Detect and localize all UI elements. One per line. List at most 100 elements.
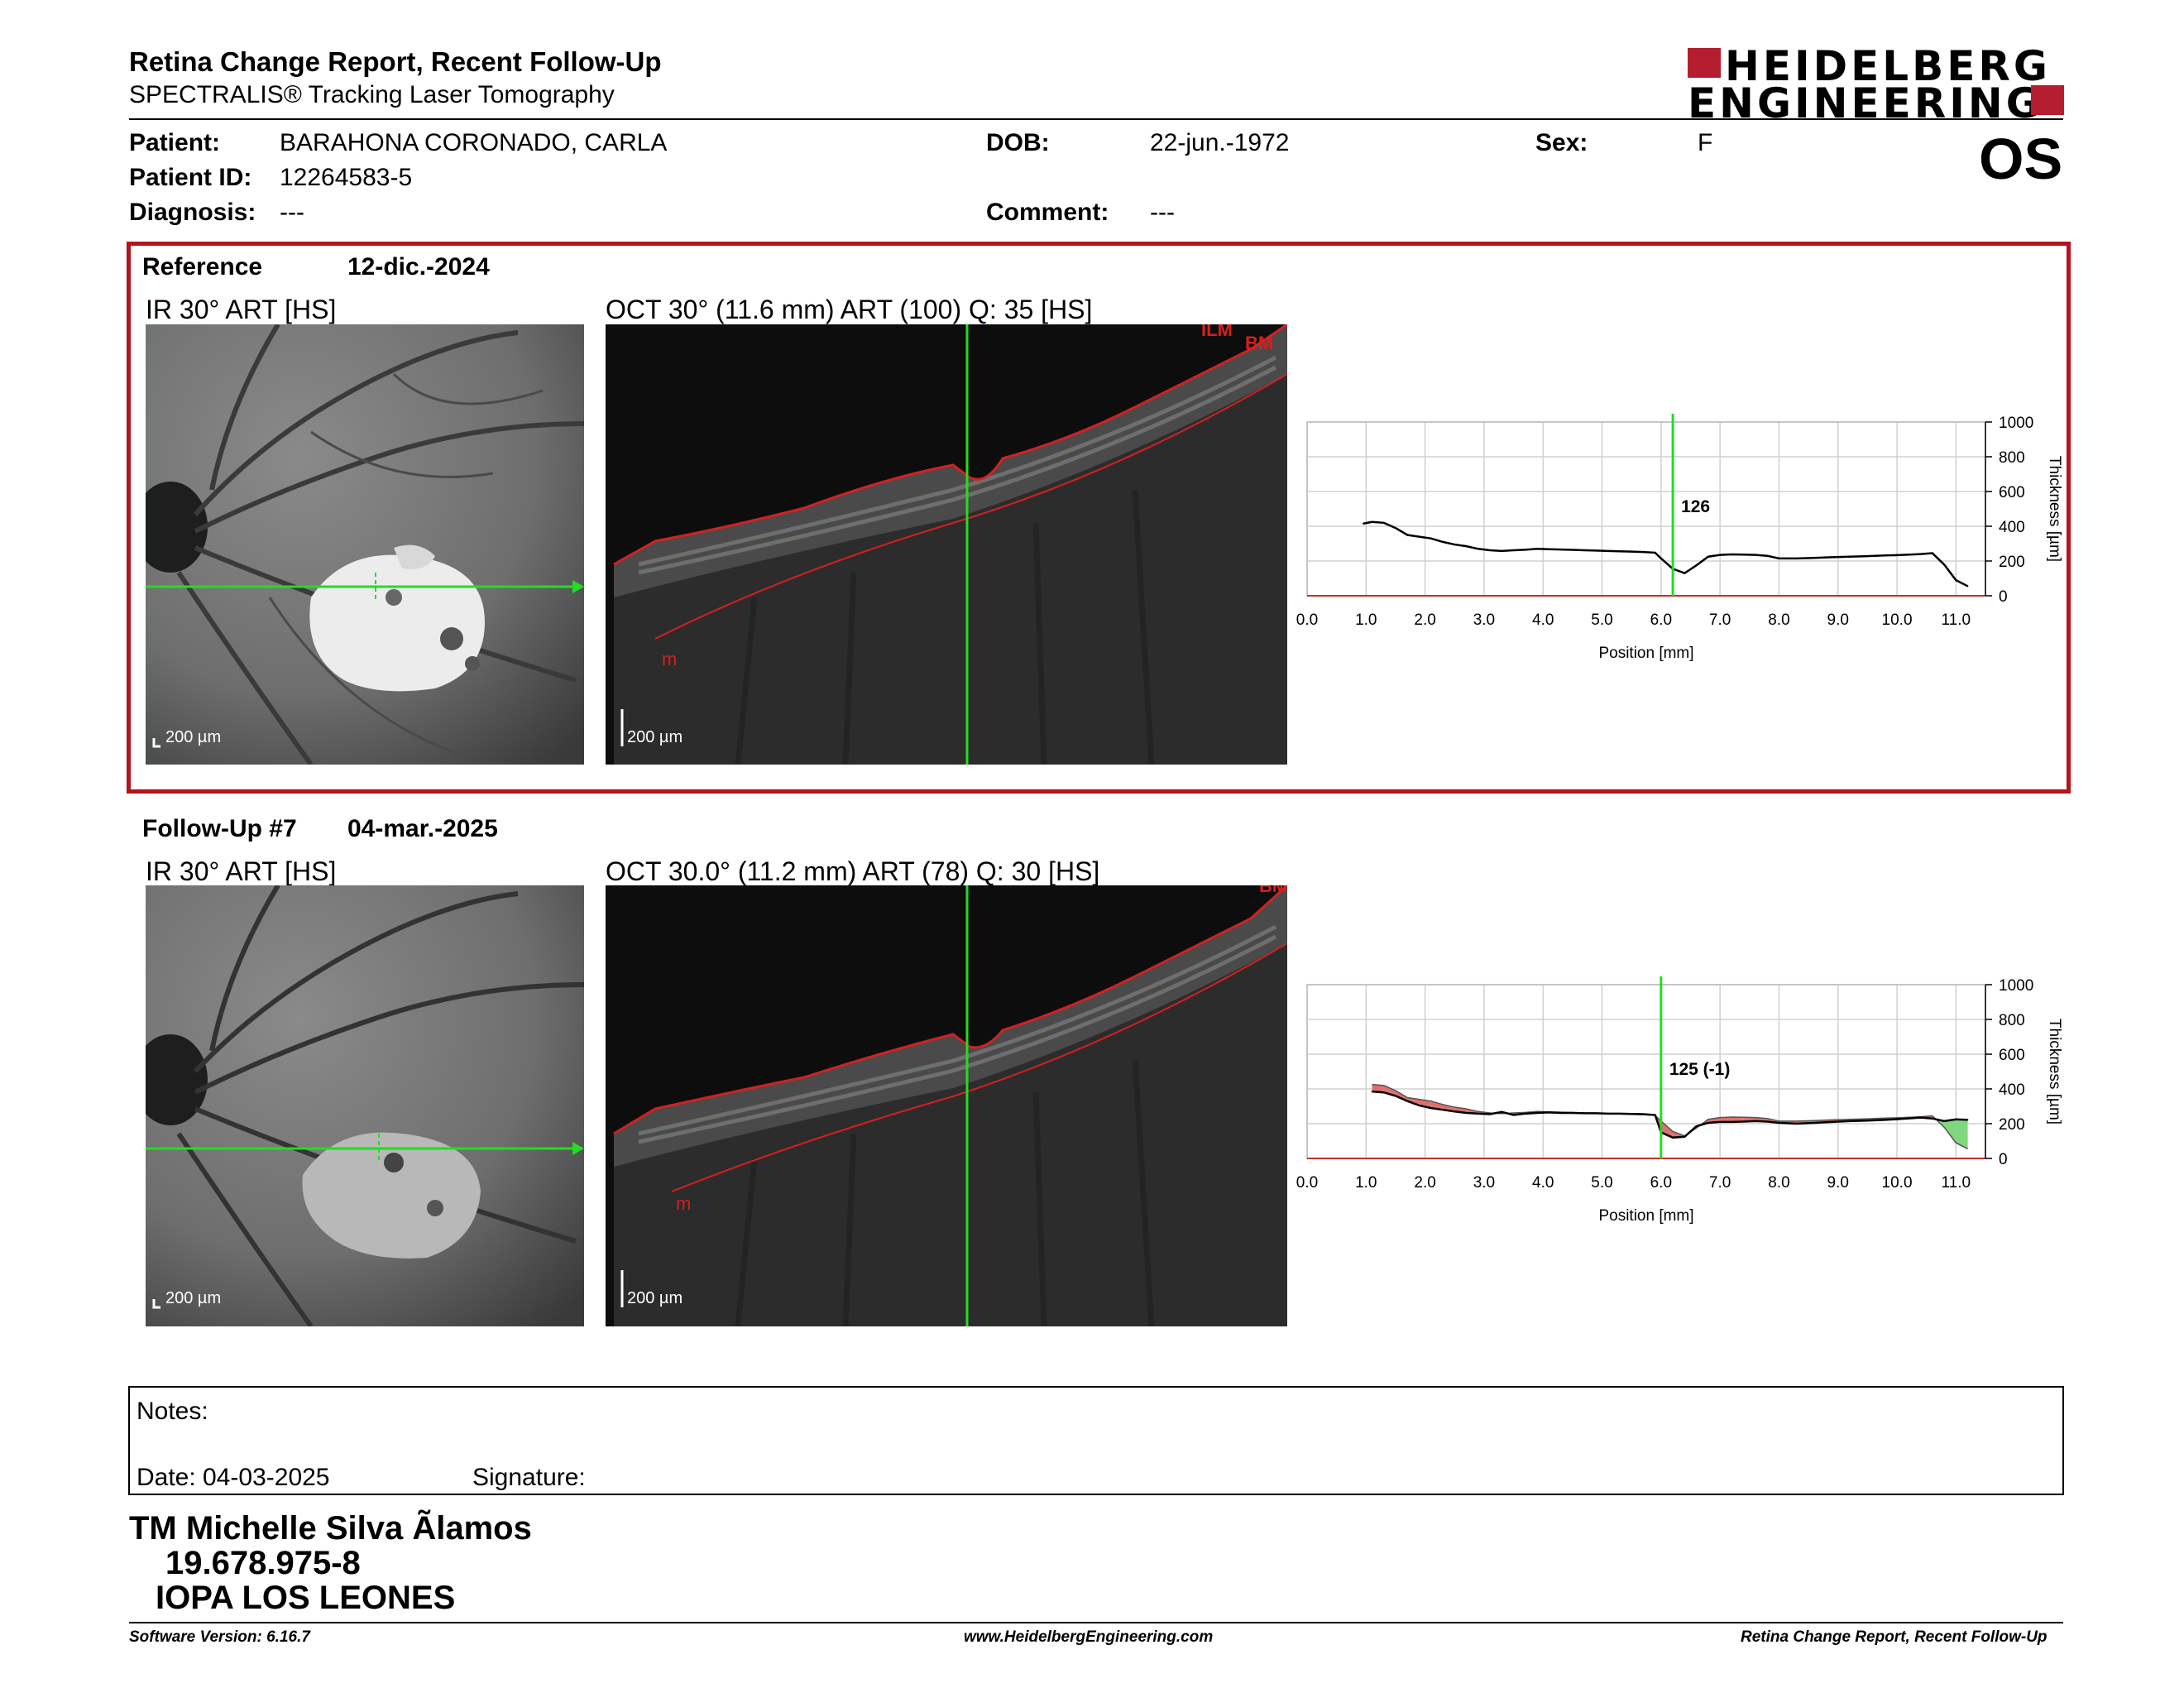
followup-chart-difference-area [1395, 1091, 1408, 1101]
reference-chart-data-point [1477, 548, 1479, 550]
reference-oct-marker: m [662, 649, 677, 669]
reference-oct-scale: 200 µm [627, 728, 683, 746]
reference-chart-data-point [1583, 549, 1585, 551]
reference-chart-data-point [1919, 553, 1922, 555]
reference-chart-plot-frame [1306, 421, 1986, 597]
followup-oct-image: BM m 200 µm [606, 885, 1287, 1326]
followup-chart-data-point [1572, 1112, 1573, 1114]
followup-chart-data-point [1465, 1112, 1468, 1114]
followup-chart-data-point [1866, 1120, 1869, 1122]
signature-name: TM Michelle Silva Ãlamos [129, 1510, 532, 1547]
reference-panel [127, 242, 2071, 794]
reference-oct-layer-top: ILM [1201, 324, 1233, 340]
footer-report-name: Retina Change Report, Recent Follow-Up [1741, 1628, 2048, 1646]
reference-chart-data-point [1631, 550, 1632, 553]
followup-oct-layer-top: BM [1259, 885, 1287, 896]
reference-chart-data-point [1813, 557, 1816, 559]
reference-chart-data-point [1707, 555, 1709, 558]
logo-square-bottom [2031, 85, 2064, 115]
followup-chart-data-point [1919, 1116, 1922, 1119]
followup-chart-data-point [1684, 1135, 1686, 1138]
reference-chart-data-point [1766, 554, 1768, 557]
reference-chart-data-point [1489, 549, 1491, 551]
followup-chart-data-point [1932, 1117, 1933, 1120]
reference-chart-data-point [1595, 549, 1597, 552]
followup-chart-data-point [1642, 1113, 1645, 1115]
reference-chart-data-point [1418, 535, 1420, 538]
patient-label: Patient: [129, 129, 221, 156]
reference-chart-x-tick-label: 9.0 [1827, 611, 1849, 629]
reference-chart-data-point [1866, 555, 1869, 557]
followup-chart-x-tick-label: 3.0 [1473, 1174, 1495, 1192]
notes-label: Notes: [136, 1398, 208, 1425]
followup-chart-x-tick-label: 8.0 [1768, 1174, 1789, 1192]
reference-chart-x-axis-label: Position [mm] [1598, 645, 1693, 662]
reference-chart-y-tick-label: 0 [1999, 588, 2008, 606]
followup-chart-data-point [1884, 1119, 1886, 1121]
followup-chart-y-axis-label: Thickness [µm] [2046, 1019, 2063, 1125]
followup-chart-data-point [1695, 1125, 1698, 1127]
reference-oct-title: OCT 30° (11.6 mm) ART (100) Q: 35 [HS] [606, 295, 1093, 324]
followup-chart-data-point [1672, 1137, 1674, 1139]
followup-chart-data-point [1477, 1113, 1479, 1115]
followup-chart-data-point [1766, 1120, 1768, 1123]
reference-chart-data-point [1371, 520, 1373, 523]
followup-chart-data-point [1548, 1111, 1550, 1114]
patient-id: 12264583-5 [280, 164, 413, 191]
followup-chart-difference-area [1944, 1119, 1956, 1144]
reference-oct-layer-bottom: BM [1245, 333, 1273, 353]
reference-chart-data-point [1465, 545, 1468, 547]
followup-chart-data-point [1454, 1110, 1456, 1113]
reference-chart-data-point [1382, 522, 1385, 524]
followup-chart-data-point [1849, 1120, 1851, 1122]
reference-date: 12-dic.-2024 [347, 253, 490, 281]
followup-chart-difference-area [1956, 1119, 1968, 1149]
diagnosis-value: --- [280, 199, 304, 226]
followup-chart-x-tick-label: 7.0 [1709, 1174, 1731, 1192]
followup-date: 04-mar.-2025 [347, 815, 498, 842]
reference-chart-x-tick-label: 5.0 [1591, 611, 1612, 629]
followup-chart-x-tick-label: 11.0 [1942, 1174, 1971, 1192]
reference-chart-data-point [1849, 555, 1851, 558]
followup-chart-x-tick-label: 6.0 [1650, 1174, 1672, 1192]
notes-box: Notes: Date: 04-03-2025 Signature: [128, 1386, 2064, 1495]
notes-date: Date: 04-03-2025 [136, 1464, 330, 1491]
followup-chart-y-tick-label: 200 [1999, 1116, 2025, 1134]
followup-chart-data-point [1778, 1122, 1780, 1124]
followup-oct-scale: 200 µm [627, 1289, 683, 1307]
reference-chart-data-point [1607, 550, 1609, 552]
header-divider [129, 118, 2063, 120]
reference-chart-data-point [1395, 527, 1396, 529]
followup-label: Follow-Up #7 [142, 815, 297, 842]
reference-chart-data-point [1684, 572, 1686, 574]
followup-chart-y-tick-label: 400 [1999, 1081, 2025, 1099]
reference-chart-data-point [1642, 551, 1645, 553]
patient-name: BARAHONA CORONADO, CARLA [280, 129, 668, 156]
followup-chart-x-tick-label: 4.0 [1532, 1174, 1554, 1192]
followup-chart-data-point [1371, 1091, 1373, 1092]
followup-chart-x-tick-label: 0.0 [1296, 1174, 1318, 1192]
followup-chart-data-point [1731, 1121, 1733, 1123]
followup-chart-data-point [1707, 1122, 1709, 1124]
reference-chart-data-point [1742, 554, 1745, 556]
followup-chart-x-tick-label: 1.0 [1355, 1174, 1377, 1192]
reference-label: Reference [142, 253, 263, 281]
followup-chart-data-point [1501, 1110, 1503, 1113]
dob-label: DOB: [986, 129, 1050, 156]
patient-id-label: Patient ID: [129, 164, 252, 191]
followup-chart-y-tick-label: 1000 [1999, 977, 2033, 995]
reference-chart-data-point [1525, 549, 1526, 551]
followup-chart-difference-area [1372, 1084, 1384, 1093]
reference-chart-data-point [1796, 558, 1798, 559]
reference-chart-x-tick-label: 6.0 [1650, 611, 1672, 629]
followup-chart-x-tick-label: 2.0 [1414, 1174, 1435, 1192]
followup-chart-cursor-value: 125 (-1) [1669, 1060, 1731, 1079]
followup-chart-reference-line [1372, 1084, 1968, 1150]
followup-chart-plot-frame [1306, 984, 1986, 1159]
reference-chart-data-point [1731, 554, 1733, 555]
reference-chart-data-point [1955, 579, 1957, 581]
reference-chart-data-point [1932, 552, 1933, 554]
reference-oct-image: ILM BM m 200 µm [606, 324, 1287, 765]
followup-chart-data-point [1619, 1113, 1621, 1115]
signature-rut: 19.678.975-8 [165, 1545, 361, 1581]
